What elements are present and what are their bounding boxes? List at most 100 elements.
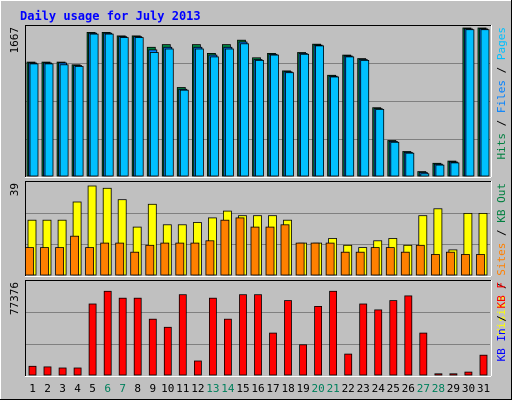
bar-sites-day-5 (85, 247, 94, 276)
bar-kb-f-day-2 (43, 366, 52, 376)
bar-pages-day-30 (465, 29, 475, 177)
bar-pages-day-25 (390, 141, 400, 177)
bar-pages-day-24 (375, 109, 385, 177)
bar-sites-day-3 (55, 247, 64, 276)
bar-sites-day-17 (265, 226, 275, 276)
bar-kb-f-day-22 (344, 353, 353, 376)
x-tick-label: 4 (74, 382, 81, 395)
panel-legend: Hits / Files / Pages (495, 27, 508, 160)
bar-pages-day-14 (224, 48, 234, 177)
panel-scale-label: 39 (8, 183, 21, 196)
x-tick-label: 15 (236, 382, 249, 395)
bar-sites-day-25 (385, 247, 395, 276)
bar-sites-day-21 (325, 242, 335, 276)
bar-sites-day-12 (190, 242, 200, 276)
bar-sites-day-20 (310, 242, 320, 276)
x-axis-labels: 1 2 3 4 5 6 7 8 9 10 11 12 13 14 15 16 17 18 19 20 21 22 23 24 2… (29, 382, 490, 395)
x-tick-label: 6 (104, 382, 111, 395)
bar-kb-f-day-15 (239, 294, 247, 376)
chart-title: Daily usage for July 2013 (20, 9, 201, 23)
bar-kb-f-day-29 (449, 373, 458, 376)
x-tick-label: 24 (372, 382, 386, 395)
bar-kb-f-day-24 (374, 309, 383, 376)
bar-pages-day-16 (255, 60, 264, 177)
bar-sites-day-22 (340, 251, 350, 276)
bar-sites-day-11 (175, 242, 185, 276)
bar-sites-day-16 (250, 226, 260, 276)
bar-kb-f-day-13 (208, 297, 217, 376)
x-tick-label: 27 (417, 382, 430, 395)
bar-pages-day-15 (240, 43, 249, 177)
bar-pages-day-21 (330, 76, 340, 177)
bar-pages-day-10 (164, 48, 174, 177)
bar-pages-day-18 (285, 72, 294, 177)
x-tick-label: 19 (296, 382, 309, 395)
bar-sites-day-2 (40, 247, 49, 276)
chart-panels: 1667 Hits / Files / Pages 39 Visits / Sites… (8, 25, 508, 377)
bar-pages-day-31 (480, 29, 490, 177)
panel-legend: Visits / Sites / KB Out (495, 183, 508, 335)
bar-pages-day-20 (315, 45, 325, 177)
bar-kb-f-day-20 (314, 305, 323, 376)
bar-kb-f-day-5 (88, 303, 97, 376)
bar-sites-day-9 (145, 244, 155, 276)
bar-pages-day-1 (29, 63, 39, 177)
x-tick-label: 22 (342, 382, 355, 395)
x-tick-label: 12 (191, 382, 204, 395)
bar-kb-f-day-27 (419, 332, 428, 376)
panel-hits-files-pages: 1667 Hits / Files / Pages (8, 25, 508, 178)
bar-pages-day-9 (149, 52, 159, 177)
bar-kb-f-day-1 (28, 365, 37, 376)
bar-pages-day-26 (405, 152, 415, 177)
bar-pages-day-8 (134, 37, 144, 177)
bar-pages-day-4 (74, 66, 84, 177)
legend-entry: Hits (495, 133, 508, 160)
bar-sites-day-31 (476, 254, 485, 276)
x-tick-label: 26 (402, 382, 415, 395)
bar-kb-f-day-7 (118, 297, 127, 376)
x-tick-label: 31 (477, 382, 490, 395)
x-tick-label: 3 (59, 382, 66, 395)
bar-kb-f-day-21 (329, 290, 338, 376)
x-tick-label: 29 (447, 382, 460, 395)
x-tick-label: 7 (119, 382, 126, 395)
bar-sites-day-29 (445, 251, 455, 276)
x-tick-label: 1 (29, 382, 36, 395)
bar-pages-day-23 (360, 60, 370, 177)
bar-kb-f-day-3 (58, 367, 67, 376)
panel-visits-sites: 39 Visits / Sites / KB Out (8, 181, 508, 335)
x-tick-label: 30 (462, 382, 475, 395)
panel-bars (25, 185, 488, 276)
x-tick-label: 25 (387, 382, 400, 395)
bar-sites-day-7 (115, 242, 125, 276)
bar-kb-f-day-11 (178, 294, 187, 376)
x-tick-label: 9 (149, 382, 156, 395)
panel-scale-label: 77376 (8, 282, 21, 315)
bar-pages-day-2 (44, 63, 54, 177)
legend-entry: KB Out (495, 183, 508, 223)
bar-sites-day-13 (205, 240, 215, 276)
bar-sites-day-14 (220, 219, 230, 276)
bar-sites-day-6 (100, 242, 110, 276)
bar-sites-day-1 (25, 247, 34, 276)
x-tick-label: 17 (266, 382, 279, 395)
bar-kb-f-day-18 (284, 300, 292, 376)
bar-kb-f-day-9 (148, 318, 157, 376)
bar-sites-day-19 (295, 242, 305, 276)
panel-legend: KB In / KB F (495, 282, 508, 362)
bar-pages-day-27 (420, 173, 430, 177)
bar-sites-day-28 (430, 254, 440, 276)
bar-pages-day-7 (119, 37, 129, 177)
x-tick-label: 11 (176, 382, 189, 395)
legend-entry: KB In (495, 328, 508, 361)
x-tick-label: 28 (432, 382, 445, 395)
bar-kb-f-day-6 (103, 290, 112, 376)
x-tick-label: 20 (311, 382, 324, 395)
x-tick-label: 23 (357, 382, 370, 395)
x-tick-label: 14 (221, 382, 235, 395)
bar-pages-day-28 (435, 164, 445, 177)
bar-kb-f-day-30 (464, 371, 473, 376)
bar-pages-day-6 (104, 33, 114, 177)
bar-pages-day-3 (59, 64, 69, 177)
